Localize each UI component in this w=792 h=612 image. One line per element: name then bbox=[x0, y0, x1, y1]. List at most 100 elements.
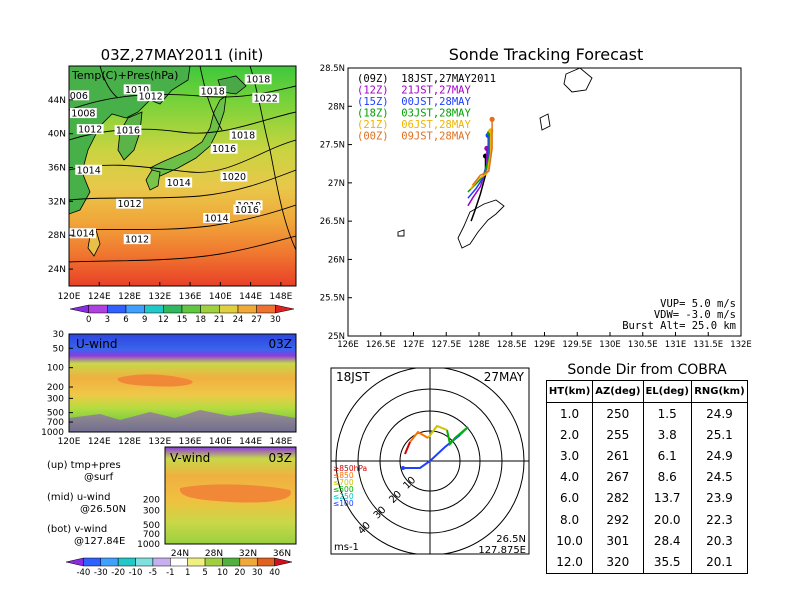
sonde-table-cell: 261 bbox=[592, 445, 644, 467]
u-wind-pressure-tick: 50 bbox=[53, 344, 65, 354]
track-legend-entry: (09Z) 18JST,27MAY2011 bbox=[357, 73, 496, 85]
wind-colorbar-label: 5 bbox=[202, 568, 207, 578]
track-lon-ticks: 126E 126.5E 127E 127.5E 128E 128.5E 129E 129.5E… bbox=[337, 332, 752, 350]
track-legend-entry: (21Z) 06JST,28MAY bbox=[357, 119, 471, 131]
map-lon-tick: 144E bbox=[239, 292, 262, 302]
track-lon-tick: 129E bbox=[534, 340, 556, 350]
sonde-table-cell: 292 bbox=[592, 508, 644, 531]
sonde-table-cell: 2.0 bbox=[545, 424, 594, 446]
isobar-label: 1022 bbox=[254, 93, 278, 104]
isobar-lines bbox=[69, 66, 296, 263]
isobar-label-bg bbox=[116, 198, 143, 209]
isobar-label-bg bbox=[75, 164, 103, 175]
map-lat-tick: 36N bbox=[48, 164, 66, 174]
hodograph-segment bbox=[409, 430, 429, 443]
map-field-label: Temp(C)+Pres(hPa) bbox=[71, 69, 178, 82]
sonde-table-cell: 6.0 bbox=[545, 487, 594, 509]
sonde-table-cell: 24.9 bbox=[690, 445, 749, 467]
map-lon-tick: 148E bbox=[269, 292, 292, 302]
u-wind-lon-tick: 132E bbox=[148, 437, 171, 447]
temp-colorbar-label: 12 bbox=[158, 315, 169, 325]
polar-legend-entry: ≥850hPa bbox=[333, 464, 367, 473]
track-frame bbox=[347, 67, 742, 337]
track-legend-entry: (00Z) 09JST,28MAY bbox=[357, 131, 471, 143]
sonde-table-header-cell: HT(km) bbox=[545, 380, 594, 403]
temp-colorbar-segment bbox=[256, 304, 276, 314]
isobar-label: 1018 bbox=[231, 131, 255, 142]
isobar-label-bg bbox=[199, 86, 227, 97]
sonde-table-cell: 22.3 bbox=[690, 508, 749, 531]
track-legend-entry: (12Z) 21JST,27MAY bbox=[357, 85, 471, 97]
temp-colorbar-segment bbox=[144, 304, 164, 314]
sonde-table: HT(km) AZ(deg) EL(deg) RNG(km) 1.0 250 1.5 24.… bbox=[545, 380, 749, 574]
polar-legend: ≥850hPa≤850≤700≤500≤250≤100 bbox=[333, 464, 367, 508]
isobar-label: 006 bbox=[70, 91, 88, 102]
isobar-label-bg bbox=[252, 92, 280, 103]
isobar-label: 1016 bbox=[116, 126, 140, 137]
track-lon-tick: 127E bbox=[403, 340, 425, 350]
track-lat-tick: 25N bbox=[328, 332, 345, 342]
track-lon-tick: 129.5E bbox=[562, 340, 592, 350]
wind-colorbar-label: -30 bbox=[94, 568, 108, 578]
isobar-label: 1014 bbox=[204, 214, 228, 225]
track-lat-ticks: 25N 25.5N 26N 26.5N 27N 27.5N 28N 28.5N bbox=[320, 64, 352, 342]
temp-colorbar-label: 9 bbox=[142, 315, 147, 325]
track-lon-tick: 132E bbox=[730, 340, 752, 350]
v-wind-lat-tick: 24N bbox=[171, 549, 189, 559]
asia-landmass bbox=[69, 66, 191, 215]
track-title: Sonde Tracking Forecast bbox=[449, 45, 644, 64]
map-frame bbox=[68, 65, 297, 287]
track-legend-entry: (15Z) 00JST,28MAY bbox=[357, 96, 471, 108]
param-burst: Burst Alt= 25.0 km bbox=[622, 320, 736, 332]
map-lon-tick: 124E bbox=[88, 292, 111, 302]
track-lon-tick: 127.5E bbox=[431, 340, 461, 350]
track-lon-tick: 128E bbox=[468, 340, 490, 350]
polar-lon: 127.875E bbox=[478, 545, 526, 556]
sonde-table-cell: 3.0 bbox=[545, 445, 594, 467]
wind-colorbar-label: 1 bbox=[185, 568, 190, 578]
u-wind-lon-ticks: 120E 124E 128E 132E 136E 140E 144E 148E bbox=[58, 437, 293, 447]
sonde-table-cell: 1.5 bbox=[642, 402, 692, 425]
v-wind-lat-ticks: 24N 28N 32N 36N bbox=[171, 549, 291, 559]
legend-up: (up) tmp+pres bbox=[47, 460, 121, 471]
sonde-table-cell: 250 bbox=[592, 402, 644, 425]
temp-colorbar-segment bbox=[107, 304, 127, 314]
polar-legend-entry: ≤850 bbox=[333, 471, 354, 480]
isobar-label-bg bbox=[137, 91, 165, 102]
u-wind-pressure-tick: 700 bbox=[47, 418, 64, 428]
map-lon-tick: 128E bbox=[118, 292, 141, 302]
wind-colorbar-label: 30 bbox=[252, 568, 263, 578]
isobar-label-bg bbox=[220, 171, 248, 182]
v-wind-pressure-tick: 200 bbox=[143, 495, 160, 505]
track-lon-tick: 126E bbox=[337, 340, 359, 350]
sonde-track bbox=[469, 130, 492, 190]
polar-date: 27MAY bbox=[484, 370, 525, 384]
isobar-label-bg bbox=[165, 177, 193, 188]
sonde-table-header-cell: RNG(km) bbox=[690, 380, 749, 403]
temp-colorbar-label: 3 bbox=[105, 315, 110, 325]
map-lat-tick: 40N bbox=[48, 130, 66, 140]
temp-colorbar-label: 0 bbox=[86, 315, 91, 325]
u-wind-panel bbox=[69, 334, 296, 432]
map-lat-tick: 24N bbox=[48, 265, 66, 275]
wind-colorbar-segment bbox=[204, 557, 223, 567]
isobar-label: 1016 bbox=[235, 205, 259, 216]
track-lat-tick: 26N bbox=[328, 255, 345, 265]
track-lat-tick: 26.5N bbox=[320, 217, 345, 227]
wind-colorbar-label: 40 bbox=[269, 568, 280, 578]
sonde-table-cell: 6.1 bbox=[642, 445, 692, 467]
track-legend: (09Z) 18JST,27MAY2011(12Z) 21JST,27MAY(1… bbox=[357, 73, 496, 143]
u-wind-pressure-tick: 1000 bbox=[41, 428, 64, 438]
wind-colorbar-label: 10 bbox=[217, 568, 228, 578]
u-wind-lon-tick: 128E bbox=[118, 437, 141, 447]
wind-colorbar-segment bbox=[256, 557, 275, 567]
sonde-table-cell: 10.0 bbox=[545, 530, 594, 552]
hodograph-segment bbox=[404, 441, 411, 455]
sonde-table-cell: 20.1 bbox=[690, 551, 749, 574]
polar-legend-entry: ≤250 bbox=[333, 492, 354, 501]
temp-colorbar-label: 21 bbox=[214, 315, 225, 325]
u-wind-frame bbox=[68, 333, 297, 433]
